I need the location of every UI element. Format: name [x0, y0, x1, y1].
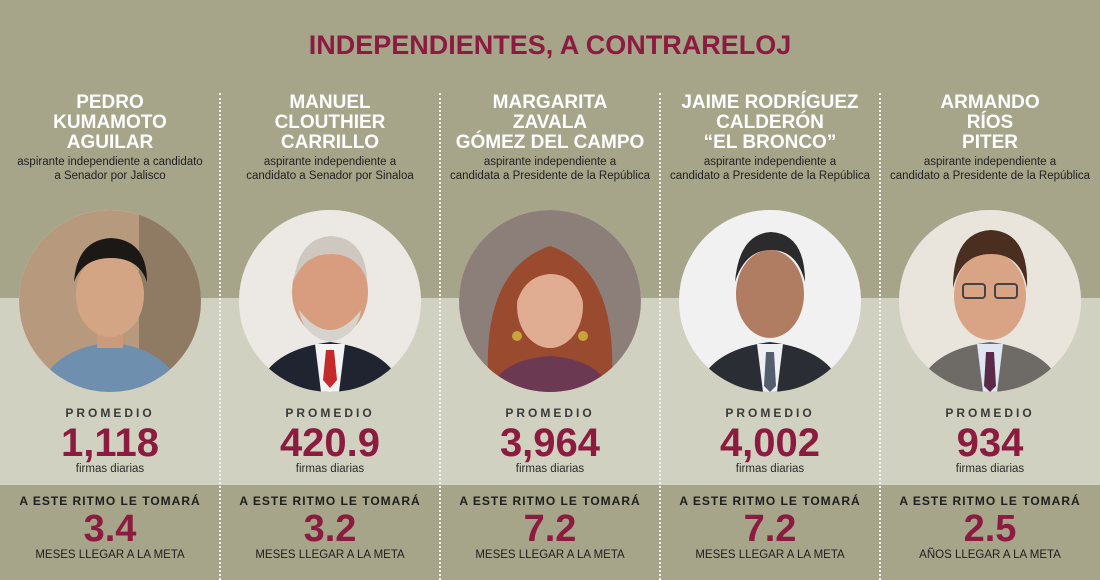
candidate-card-kumamoto: PEDRO KUMAMOTO AGUILAR aspirante indepen… — [0, 0, 220, 580]
column-divider — [659, 93, 661, 580]
bottom-band — [0, 485, 1100, 580]
candidate-role: aspirante independiente a candidata a Pr… — [449, 156, 651, 182]
ritmo-label: A ESTE RITMO LE TOMARÁ — [679, 494, 861, 508]
candidate-role: aspirante independiente a candidato a Se… — [246, 156, 414, 182]
ritmo-unit: MESES LLEGAR A LA META — [475, 549, 625, 561]
ritmo-value: 3.2 — [303, 508, 357, 550]
promedio-value: 420.9 — [279, 421, 381, 465]
promedio-label: PROMEDIO — [725, 406, 815, 420]
candidate-name: MARGARITA ZAVALA GÓMEZ DEL CAMPO — [455, 92, 645, 153]
portrait-photo — [19, 210, 201, 392]
column-divider — [439, 93, 441, 580]
promedio-unit: firmas diarias — [75, 463, 145, 475]
column-divider — [219, 93, 221, 580]
candidate-name: JAIME RODRÍGUEZ CALDERÓN “EL BRONCO” — [681, 92, 859, 153]
candidate-role: aspirante independiente a candidato a Pr… — [669, 156, 871, 182]
promedio-unit: firmas diarias — [955, 463, 1025, 475]
ritmo-unit: MESES LLEGAR A LA META — [695, 549, 845, 561]
promedio-label: PROMEDIO — [945, 406, 1035, 420]
portrait-photo-icon — [459, 210, 641, 392]
promedio-unit: firmas diarias — [515, 463, 585, 475]
ritmo-unit: MESES LLEGAR A LA META — [35, 549, 185, 561]
candidate-name: ARMANDO RÍOS PITER — [940, 92, 1040, 153]
promedio-value: 3,964 — [499, 421, 601, 465]
candidate-name: MANUEL CLOUTHIER CARRILLO — [274, 92, 386, 153]
ritmo-value: 3.4 — [83, 508, 137, 550]
promedio-unit: firmas diarias — [295, 463, 365, 475]
ritmo-label: A ESTE RITMO LE TOMARÁ — [459, 494, 641, 508]
portrait-photo-icon — [899, 210, 1081, 392]
promedio-label: PROMEDIO — [285, 406, 375, 420]
promedio-unit: firmas diarias — [735, 463, 805, 475]
ritmo-unit: MESES LLEGAR A LA META — [255, 549, 405, 561]
ritmo-unit: AÑOS LLEGAR A LA META — [919, 549, 1061, 561]
promedio-label: PROMEDIO — [505, 406, 595, 420]
portrait-photo — [899, 210, 1081, 392]
portrait-photo — [239, 210, 421, 392]
candidate-role: aspirante independiente a candidato a Pr… — [889, 156, 1091, 182]
promedio-value: 4,002 — [719, 421, 821, 465]
promedio-label: PROMEDIO — [65, 406, 155, 420]
candidate-card-rodriguez: JAIME RODRÍGUEZ CALDERÓN “EL BRONCO” asp… — [660, 0, 880, 580]
column-divider — [879, 93, 881, 580]
candidate-name: PEDRO KUMAMOTO AGUILAR — [53, 92, 167, 153]
candidate-role: aspirante independiente a candidato a Se… — [17, 156, 203, 182]
portrait-photo — [679, 210, 861, 392]
promedio-value: 934 — [956, 421, 1024, 465]
ritmo-label: A ESTE RITMO LE TOMARÁ — [239, 494, 421, 508]
ritmo-label: A ESTE RITMO LE TOMARÁ — [899, 494, 1081, 508]
page-title: INDEPENDIENTES, A CONTRARELOJ — [308, 30, 792, 60]
portrait-photo-icon — [239, 210, 421, 392]
ritmo-value: 7.2 — [523, 508, 577, 550]
ritmo-value: 7.2 — [743, 508, 797, 550]
portrait-photo-icon — [19, 210, 201, 392]
ritmo-label: A ESTE RITMO LE TOMARÁ — [19, 494, 201, 508]
candidate-card-zavala: MARGARITA ZAVALA GÓMEZ DEL CAMPO aspiran… — [440, 0, 660, 580]
candidate-card-rios: ARMANDO RÍOS PITER aspirante independien… — [880, 0, 1100, 580]
promedio-value: 1,118 — [61, 421, 159, 465]
portrait-photo-icon — [679, 210, 861, 392]
portrait-photo — [459, 210, 641, 392]
candidate-card-clouthier: MANUEL CLOUTHIER CARRILLO aspirante inde… — [220, 0, 440, 580]
ritmo-value: 2.5 — [963, 508, 1017, 550]
